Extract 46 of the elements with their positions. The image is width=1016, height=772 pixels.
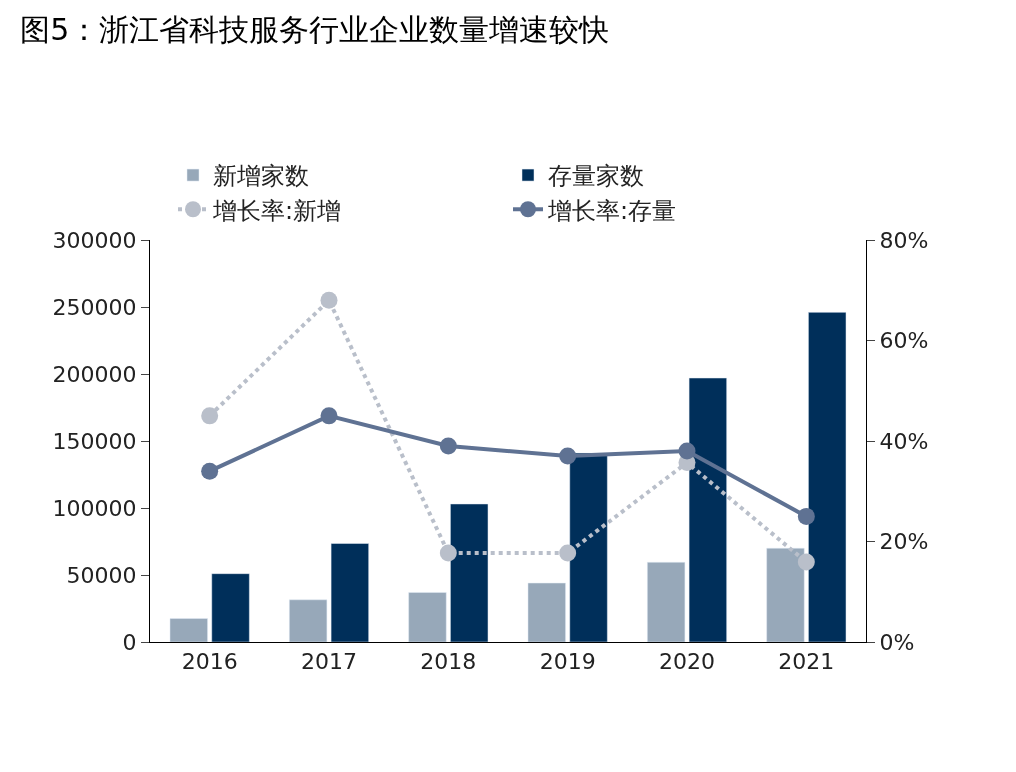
point [797, 507, 815, 525]
x-tick-label: 2018 [420, 649, 477, 675]
bar [688, 377, 727, 642]
legend-label: 增长率:存量 [547, 196, 677, 225]
bar [569, 452, 608, 642]
x-tick-label: 2020 [659, 649, 715, 675]
y2-tick-label: 0% [879, 629, 915, 655]
point [201, 407, 219, 425]
x-tick-label: 2017 [301, 649, 357, 675]
legend-label: 新增家数 [213, 162, 309, 191]
y-tick-label: 50000 [66, 562, 137, 588]
y-tick-label: 300000 [52, 227, 137, 253]
y2-tick-label: 60% [879, 328, 929, 354]
y-tick-label: 0 [122, 629, 137, 655]
bar [289, 599, 328, 642]
bar [211, 573, 250, 642]
x-tick-label: 2016 [181, 649, 238, 675]
point [320, 407, 338, 425]
y2-tick-label: 80% [879, 227, 929, 253]
point [678, 442, 696, 460]
y-tick-label: 100000 [52, 495, 137, 521]
y-tick-label: 250000 [52, 294, 137, 320]
point [439, 544, 457, 562]
bar [330, 543, 369, 642]
bar [647, 562, 686, 642]
y2-tick-label: 20% [879, 529, 929, 555]
bar [808, 312, 847, 642]
legend-label: 存量家数 [548, 162, 644, 191]
chart-title: 图5：浙江省科技服务行业企业数量增速较快 [20, 12, 610, 48]
y-tick-label: 200000 [52, 361, 137, 387]
x-tick-label: 2019 [539, 649, 596, 675]
point [201, 462, 219, 480]
legend-label: 增长率:新增 [212, 196, 342, 225]
y2-tick-label: 40% [879, 428, 929, 454]
bar [169, 618, 208, 642]
point [559, 447, 577, 465]
bar [450, 503, 489, 642]
bar [527, 582, 566, 642]
point [559, 544, 577, 562]
point [797, 553, 815, 571]
point [320, 291, 338, 309]
point [439, 437, 457, 455]
x-tick-label: 2021 [778, 649, 835, 675]
bar [766, 547, 805, 642]
bar [408, 592, 447, 642]
y-tick-label: 150000 [52, 428, 137, 454]
